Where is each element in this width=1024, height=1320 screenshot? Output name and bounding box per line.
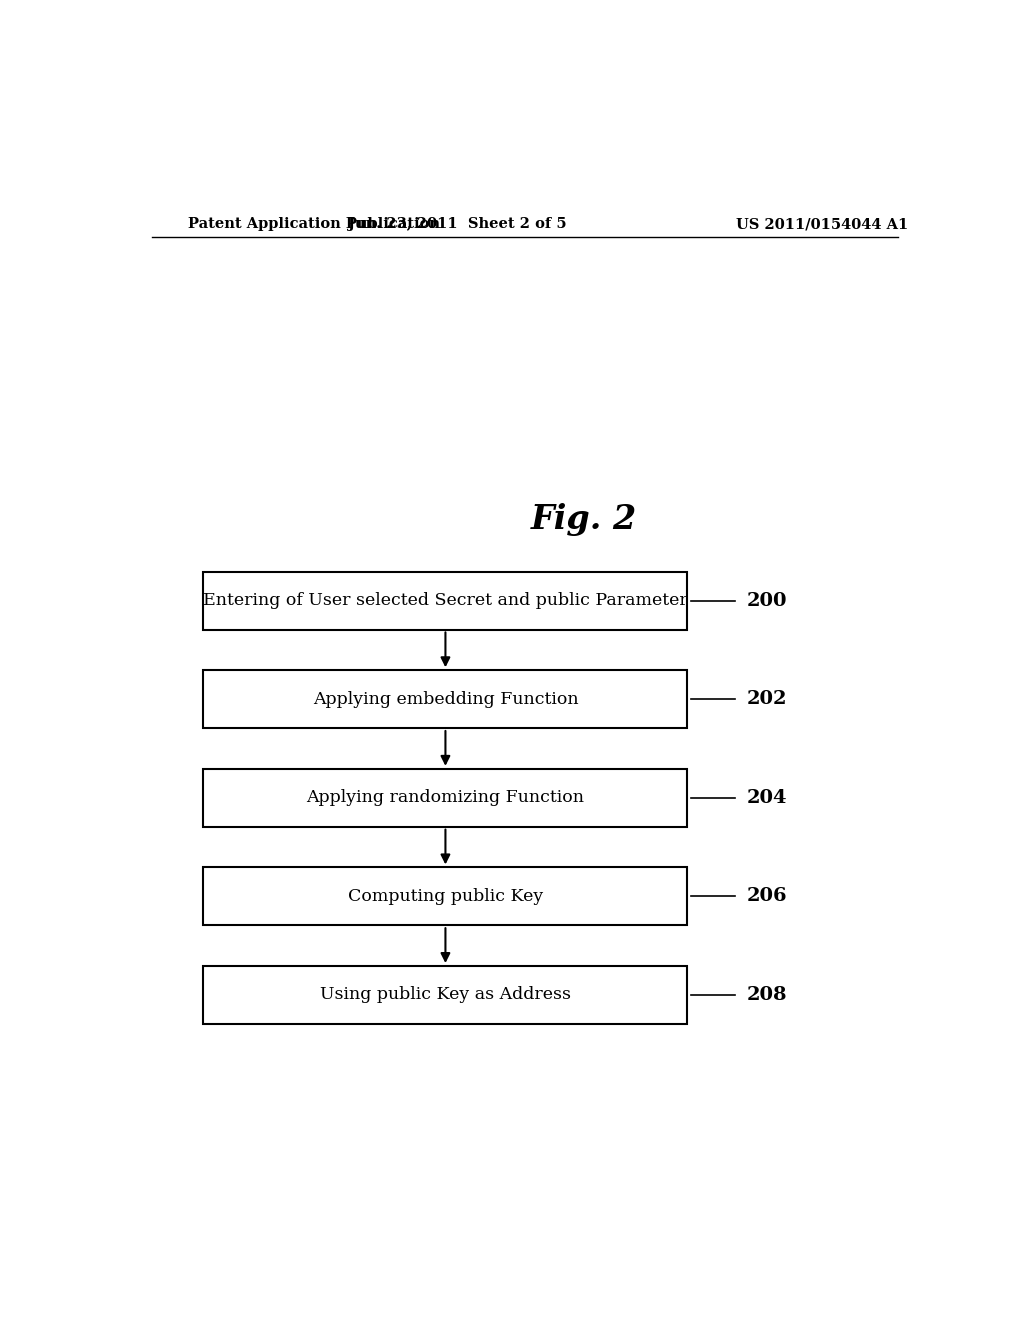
Bar	[204, 572, 687, 630]
Text: Using public Key as Address: Using public Key as Address	[319, 986, 571, 1003]
Text: US 2011/0154044 A1: US 2011/0154044 A1	[736, 218, 908, 231]
Text: Applying randomizing Function: Applying randomizing Function	[306, 789, 585, 807]
Text: 208: 208	[748, 986, 787, 1005]
Bar	[204, 966, 687, 1024]
Text: 200: 200	[748, 591, 787, 610]
Text: Applying embedding Function: Applying embedding Function	[312, 690, 579, 708]
Text: Jun. 23, 2011  Sheet 2 of 5: Jun. 23, 2011 Sheet 2 of 5	[348, 218, 566, 231]
Text: 202: 202	[748, 690, 787, 708]
Text: Computing public Key: Computing public Key	[348, 888, 543, 904]
Text: 206: 206	[748, 887, 787, 906]
Bar	[204, 671, 687, 729]
Text: 204: 204	[748, 789, 787, 807]
Bar	[204, 867, 687, 925]
Text: Patent Application Publication: Patent Application Publication	[187, 218, 439, 231]
Text: Fig. 2: Fig. 2	[531, 503, 638, 536]
Text: Entering of User selected Secret and public Parameter: Entering of User selected Secret and pub…	[203, 593, 688, 609]
Bar	[204, 768, 687, 826]
